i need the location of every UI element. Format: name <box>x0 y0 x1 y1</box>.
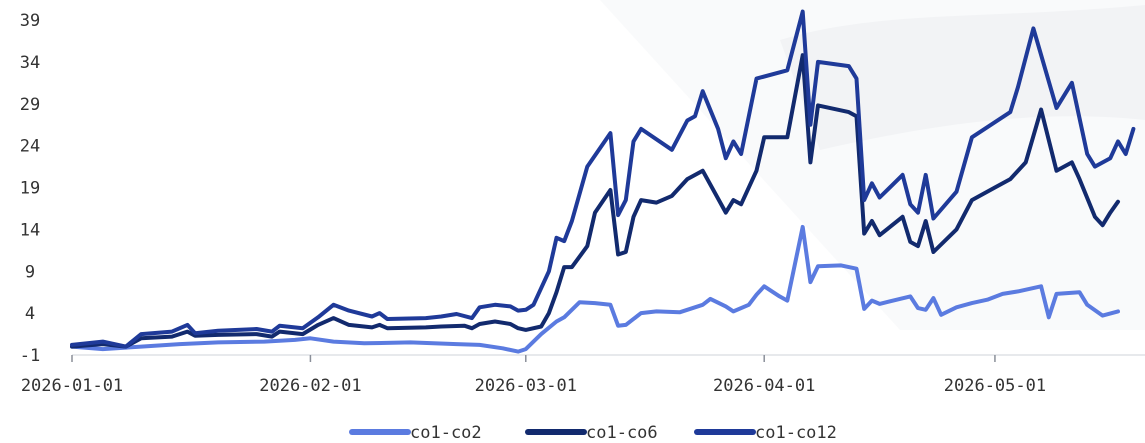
legend-item-co1-co6[interactable]: co1-co6 <box>525 423 658 443</box>
x-axis-ticks: 2026-01-01 2026-02-01 2026-03-01 2026-04-01… <box>21 355 1046 396</box>
background-wash <box>600 0 1145 330</box>
series-line-co1-co2 <box>70 224 1120 354</box>
y-tick-label: 19 <box>20 179 40 199</box>
x-tick-label: 2026-02-01 <box>259 376 361 396</box>
y-tick-label: 34 <box>20 53 40 73</box>
y-axis-ticks: -1 4 9 14 19 24 29 34 39 <box>20 11 40 366</box>
series-line-co1-co6 <box>70 53 1120 349</box>
legend-item-co1-co12[interactable]: co1-co12 <box>694 423 837 443</box>
x-tick-label: 2026-05-01 <box>944 376 1046 396</box>
y-tick-label: 24 <box>20 137 40 157</box>
y-tick-label: 39 <box>20 11 40 31</box>
series-lines <box>70 9 1136 354</box>
legend-label: co1-co12 <box>755 423 837 443</box>
x-tick-label: 2026-03-01 <box>475 376 577 396</box>
legend-label: co1-co2 <box>410 423 482 443</box>
x-tick-label: 2026-01-01 <box>21 376 123 396</box>
legend-label: co1-co6 <box>586 423 658 443</box>
y-tick-label: -1 <box>20 346 40 366</box>
y-tick-label: 9 <box>25 262 35 282</box>
legend[interactable]: co1-co2 co1-co6 co1-co12 <box>349 423 837 443</box>
legend-item-co1-co2[interactable]: co1-co2 <box>349 423 482 443</box>
y-tick-label: 4 <box>25 304 35 324</box>
y-tick-label: 29 <box>20 95 40 115</box>
series-line-co1-co12 <box>70 9 1136 349</box>
x-tick-label: 2026-04-01 <box>713 376 815 396</box>
y-tick-label: 14 <box>20 220 40 240</box>
